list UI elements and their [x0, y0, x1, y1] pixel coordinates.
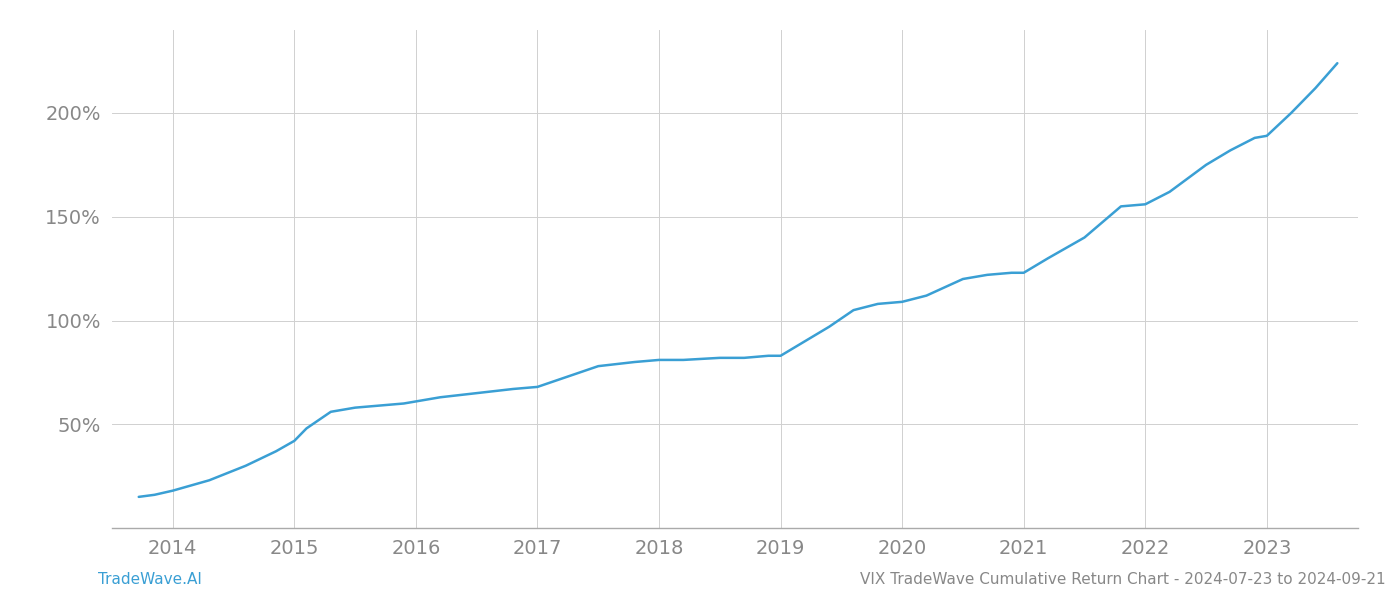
Text: TradeWave.AI: TradeWave.AI: [98, 572, 202, 587]
Text: VIX TradeWave Cumulative Return Chart - 2024-07-23 to 2024-09-21: VIX TradeWave Cumulative Return Chart - …: [861, 572, 1386, 587]
